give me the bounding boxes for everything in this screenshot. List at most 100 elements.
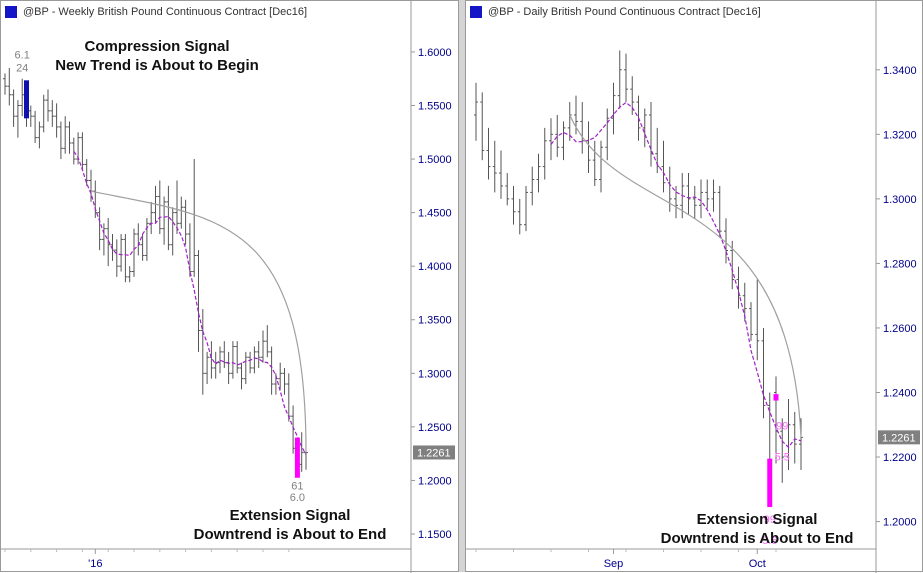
ohlc-bar [50,100,55,127]
ohlc-bar [179,196,184,229]
ohlc-bar [499,150,503,199]
ohlc-bar [213,351,218,379]
ohlc-bar [7,67,12,106]
ohlc-bar [592,140,597,186]
time-tick-label: '16 [88,558,102,570]
ohlc-bar [724,218,728,264]
ohlc-bar [799,418,803,470]
signal-bar-marker [24,80,29,119]
ohlc-bar [37,121,42,149]
ohlc-bar [549,118,553,161]
ohlc-bar [661,140,666,193]
ohlc-bar [269,346,274,395]
ohlc-bar [239,362,244,390]
ohlc-bar [736,266,741,309]
ohlc-bar [3,73,7,95]
price-tick-label: 1.6000 [418,47,452,59]
smoothed-trend-curve [90,190,307,453]
weekly-chart-title: @BP - Weekly British Pound Continuous Co… [23,6,308,18]
price-tick-label: 1.3000 [418,368,452,380]
ohlc-bar [699,179,703,219]
ohlc-bar [299,432,304,472]
daily-chart-svg[interactable]: 1.3400 1.3200 1.3000 1.2800 1.2600 1.2400 1.22… [466,1,923,573]
ohlc-bar [144,217,149,261]
ohlc-bar [486,127,491,180]
ohlc-bar [170,207,175,256]
annotation-line: New Trend is About to Begin [55,57,259,74]
ohlc-bar [54,103,59,138]
weekly-chart-panel[interactable]: 1.6000 1.5500 1.5000 1.4500 1.4000 1.3500 1.30… [0,0,460,573]
ohlc-bar [286,373,291,422]
price-tick-label: 1.2600 [883,323,917,335]
price-tick-label: 1.3000 [883,194,917,206]
ohlc-bar [222,341,227,368]
ohlc-bar [235,341,240,374]
ohlc-bar [686,173,691,216]
ohlc-bar [106,217,111,267]
ohlc-bar [183,199,188,245]
extension-signal-annotation: Extension Signal Downtrend is About to E… [181,506,399,544]
ohlc-bar [749,302,753,341]
time-tick-label: Sep [604,558,624,570]
ohlc-bar [278,362,283,390]
ohlc-bar [761,327,766,419]
signal-value-label: 61 [291,481,303,493]
ohlc-bar [119,234,124,272]
signal-bar-marker [767,458,773,508]
daily-chart-panel[interactable]: 1.3400 1.3200 1.3000 1.2800 1.2600 1.2400 1.22… [465,0,923,573]
ohlc-bar [530,166,535,206]
ohlc-bar [192,159,197,277]
price-tick-label: 1.2400 [883,387,917,399]
smoothed-trend-curve [569,114,802,438]
panel-separator[interactable] [459,0,465,572]
ohlc-bar [76,132,81,165]
annotation-line: Extension Signal [229,507,351,524]
price-tick-label: 1.2800 [883,258,917,270]
ohlc-bar [136,223,141,256]
ohlc-bar [505,173,510,206]
ohlc-bar [110,234,115,261]
signal-value-label: 5.6 [762,535,777,547]
ohlc-bar [46,89,50,122]
signal-value-label: 24 [16,63,28,75]
signal-value-label: 5.5 [775,451,790,463]
ohlc-bar [230,341,235,379]
signal-bar-marker [294,437,300,478]
ohlc-bar [786,398,791,470]
annotation-line: Compression Signal [84,38,230,55]
symbol-color-icon [5,6,17,18]
ohlc-bar [58,121,63,160]
ohlc-bar [265,325,270,358]
price-tick-label: 1.2000 [883,517,917,529]
weekly-title-bar: @BP - Weekly British Pound Continuous Co… [5,5,307,19]
dashed-moving-average [550,101,802,449]
time-tick-label: Oct [749,558,766,570]
annotation-line: Downtrend is About to End [193,526,387,543]
ohlc-bar [517,198,522,235]
ohlc-bar [140,234,145,261]
ohlc-bar [20,78,25,117]
ohlc-bar [667,166,672,212]
symbol-color-icon [470,6,482,18]
last-price-label: 1.2261 [417,447,451,459]
ohlc-bar [542,127,547,180]
ohlc-bar [624,53,628,103]
ohlc-bar [599,140,603,193]
signal-bar-marker [773,394,779,401]
ohlc-bar [649,102,653,167]
ohlc-bar [261,330,265,363]
ohlc-bar [132,228,136,277]
extension-signal-annotation: Extension Signal Downtrend is About to E… [648,510,866,548]
signal-value-label: 6.0 [290,492,305,504]
weekly-chart-svg[interactable]: 1.6000 1.5500 1.5000 1.4500 1.4000 1.3500 1.30… [1,1,460,573]
ohlc-bar [492,140,497,193]
daily-chart-title: @BP - Daily British Pound Continuous Con… [488,6,761,18]
annotation-line: Downtrend is About to End [660,530,854,547]
price-tick-label: 1.2000 [418,475,452,487]
ohlc-bar [67,121,72,154]
ohlc-bar [162,196,167,245]
ohlc-bar [15,100,20,138]
ohlc-bar [611,82,616,135]
ohlc-bar [474,82,478,141]
